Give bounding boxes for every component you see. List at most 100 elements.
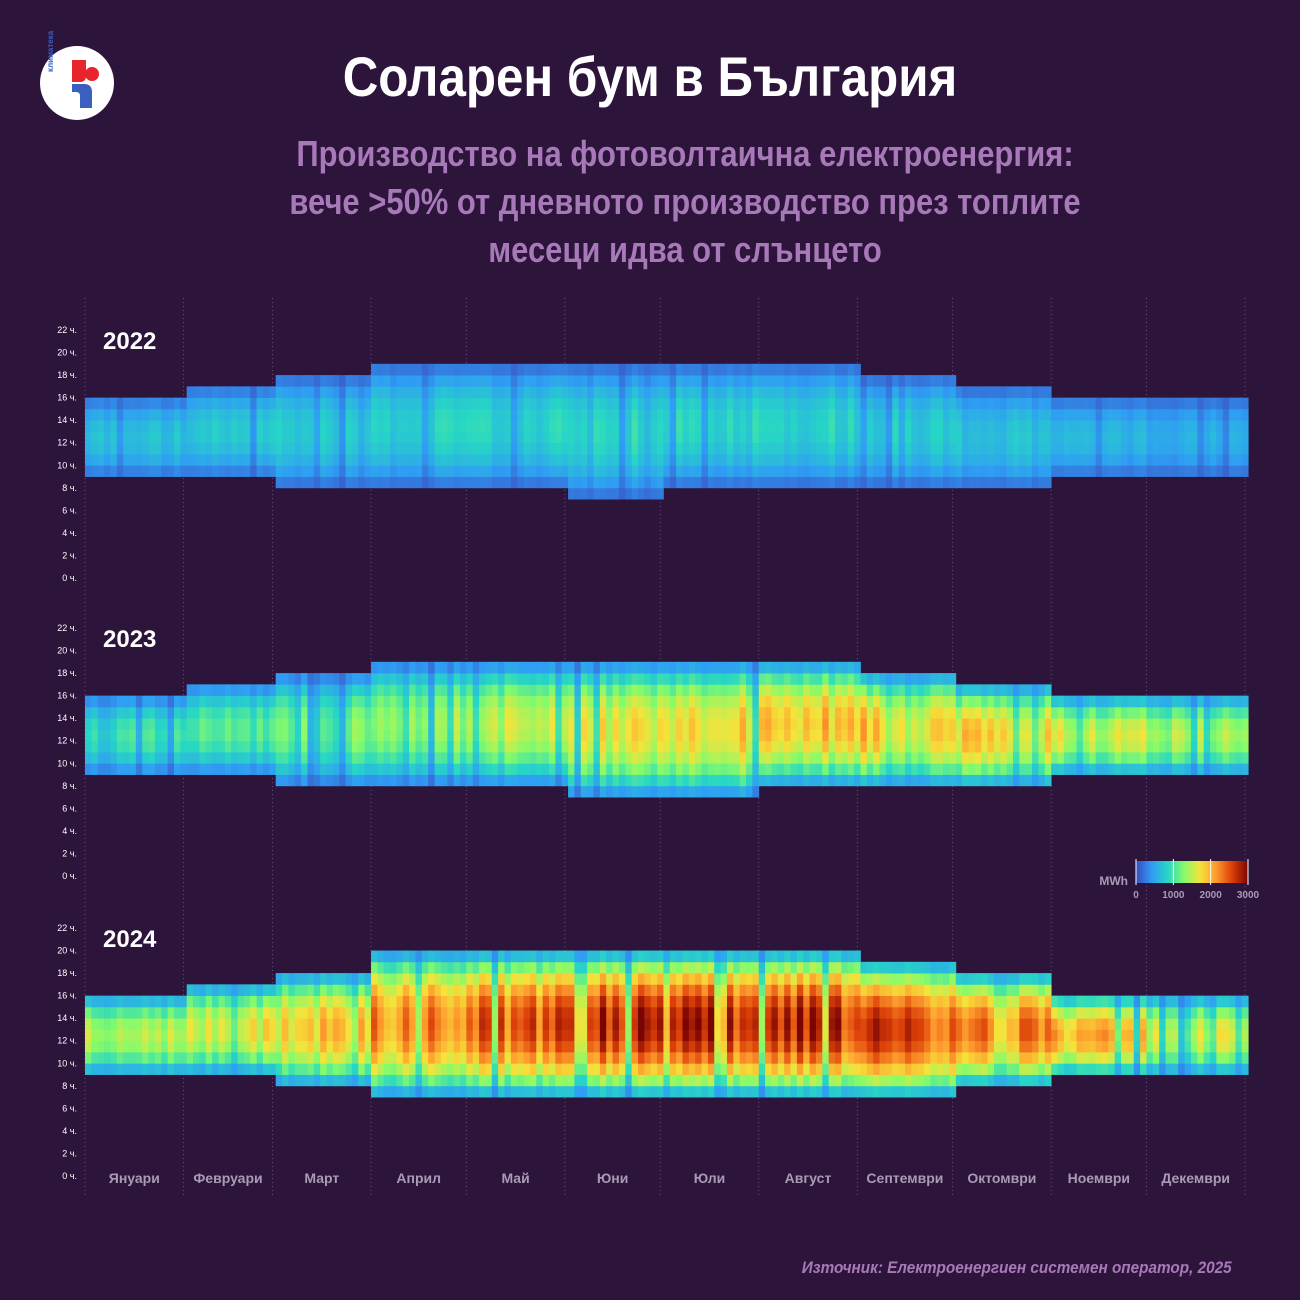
heatmap-cell (1146, 740, 1154, 753)
heatmap-cell (593, 465, 601, 477)
heatmap-cell (955, 684, 963, 697)
heatmap-cell (637, 386, 645, 399)
heatmap-cell (453, 740, 461, 753)
heatmap-cell (815, 740, 823, 753)
heatmap-cell (644, 740, 652, 753)
heatmap-cell (460, 465, 467, 477)
heatmap-cell (1019, 763, 1027, 775)
heatmap-cell (275, 763, 283, 775)
heatmap-cell (491, 973, 499, 985)
heatmap-cell (326, 695, 334, 708)
heatmap-cell (917, 706, 925, 719)
heatmap-cell (250, 995, 258, 1008)
heatmap-cell (917, 386, 925, 399)
heatmap-cell (663, 995, 671, 1008)
heatmap-cell (161, 1006, 169, 1019)
heatmap-cell (523, 774, 531, 787)
heatmap-cell (479, 397, 486, 410)
heatmap-cell (1146, 465, 1154, 477)
heatmap-cell (777, 1063, 785, 1075)
heatmap-cell (498, 740, 505, 753)
heatmap-cell (1121, 442, 1128, 455)
heatmap-cell (313, 774, 321, 787)
heatmap-cell (841, 763, 849, 775)
heatmap-cell (631, 1029, 639, 1042)
heatmap-cell (606, 1040, 613, 1053)
heatmap-cell (599, 386, 607, 399)
heatmap-cell (428, 774, 435, 787)
heatmap-cell (707, 442, 715, 455)
heatmap-cell (803, 442, 811, 455)
heatmap-cell (510, 408, 518, 421)
heatmap-cell (924, 465, 931, 477)
heatmap-cell (491, 684, 499, 697)
heatmap-cell (409, 397, 416, 410)
heatmap-cell (580, 420, 588, 432)
heatmap-cell (224, 729, 232, 742)
heatmap-cell (275, 397, 283, 410)
heatmap-cell (739, 476, 747, 489)
heatmap-cell (453, 1085, 461, 1098)
heatmap-cell (733, 1052, 741, 1064)
heatmap-cell (282, 763, 289, 775)
heatmap-cell (447, 661, 455, 674)
heatmap-cell (873, 431, 880, 444)
heatmap-cell (644, 1018, 652, 1030)
heatmap-cell (809, 1085, 817, 1098)
heatmap-cell (320, 752, 327, 764)
heatmap-cell (796, 420, 804, 432)
heatmap-cell (809, 1006, 817, 1019)
heatmap-cell (815, 408, 823, 421)
heatmap-cell (523, 673, 531, 685)
heatmap-cell (936, 752, 944, 764)
heatmap-cell (644, 706, 652, 719)
heatmap-cell (358, 386, 366, 399)
heatmap-cell (930, 695, 938, 708)
heatmap-cell (612, 718, 620, 730)
heatmap-cell (332, 397, 340, 410)
heatmap-cell (243, 763, 251, 775)
heatmap-cell (618, 1029, 626, 1042)
heatmap-cell (1146, 442, 1154, 455)
heatmap-cell (796, 454, 804, 466)
heatmap-cell (167, 752, 175, 764)
heatmap-cell (720, 973, 728, 985)
heatmap-cell (148, 1029, 156, 1042)
heatmap-cell (561, 1040, 569, 1053)
heatmap-cell (123, 752, 130, 764)
heatmap-cell (262, 465, 270, 477)
heatmap-cell (479, 1040, 486, 1053)
heatmap-cell (250, 752, 258, 764)
heatmap-cell (275, 706, 283, 719)
heatmap-cell (1235, 706, 1243, 719)
heatmap-cell (828, 984, 836, 997)
heatmap-cell (657, 729, 664, 742)
heatmap-cell (758, 1085, 766, 1098)
heatmap-cell (491, 375, 499, 387)
heatmap-cell (739, 661, 747, 674)
heatmap-cell (269, 984, 277, 997)
heatmap-cell (720, 718, 728, 730)
heatmap-cell (606, 785, 613, 798)
heatmap-cell (218, 995, 226, 1008)
heatmap-cell (606, 431, 613, 444)
heatmap-cell (148, 706, 156, 719)
heatmap-cell (1229, 763, 1236, 775)
heatmap-cell (714, 752, 722, 764)
heatmap-cell (936, 420, 944, 432)
heatmap-cell (707, 1040, 715, 1053)
heatmap-cell (498, 442, 505, 455)
year-label: 2024 (103, 926, 157, 953)
heatmap-cell (1095, 763, 1103, 775)
heatmap-cell (167, 763, 175, 775)
heatmap-cell (224, 465, 232, 477)
heatmap-cell (701, 1029, 709, 1042)
heatmap-cell (129, 995, 137, 1008)
heatmap-cell (313, 1006, 321, 1019)
heatmap-cell (904, 718, 912, 730)
heatmap-cell (339, 1029, 347, 1042)
heatmap-cell (1019, 774, 1027, 787)
heatmap-cell (637, 1040, 645, 1053)
heatmap-cell (148, 1040, 156, 1053)
heatmap-cell (1241, 465, 1249, 477)
